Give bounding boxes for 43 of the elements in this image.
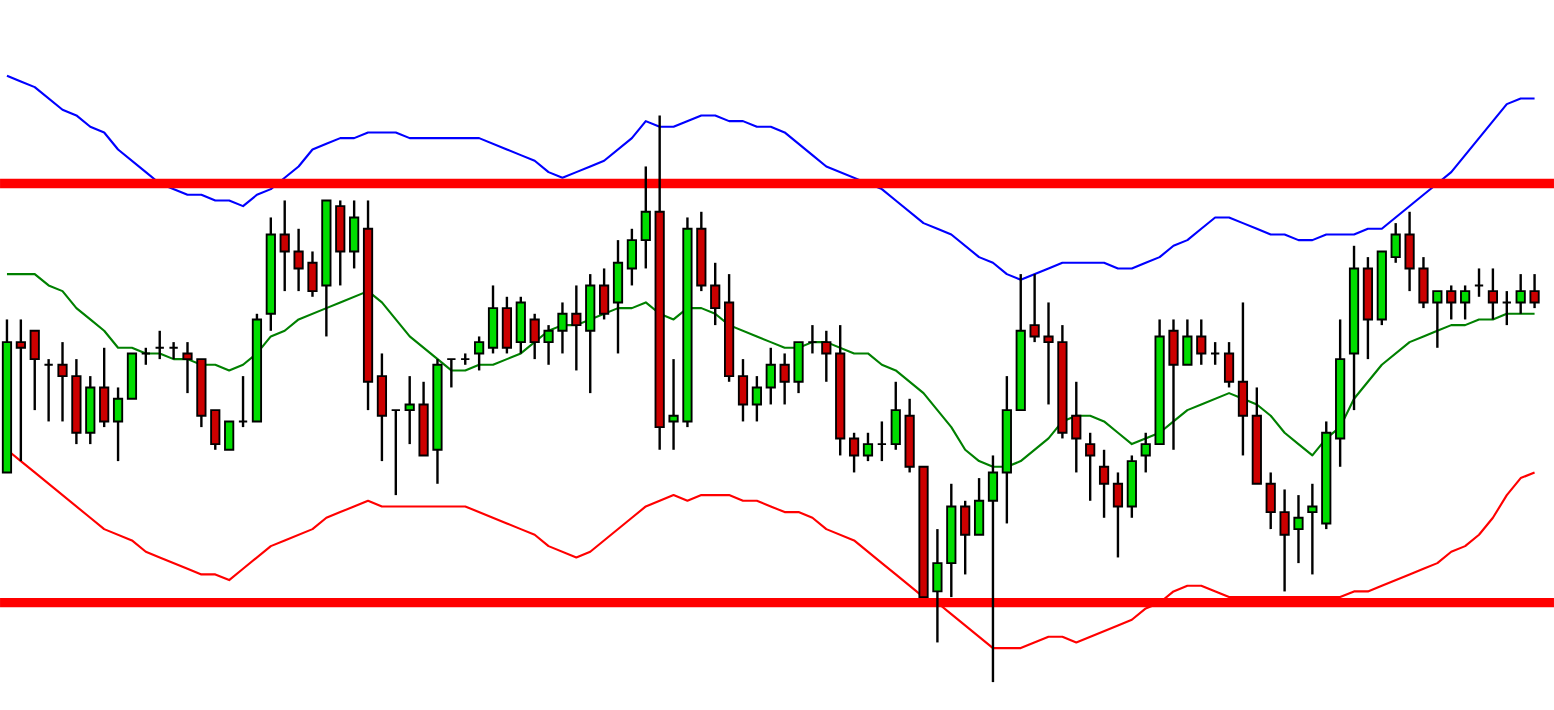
candlestick xyxy=(1460,284,1471,321)
candlestick xyxy=(1237,301,1249,457)
candlestick xyxy=(1196,318,1207,366)
candlestick xyxy=(710,261,721,327)
candlestick xyxy=(612,238,624,355)
candlestick xyxy=(737,357,749,423)
candlestick xyxy=(126,352,138,400)
candlestick xyxy=(501,295,513,355)
candlestick xyxy=(15,318,26,463)
candlestick xyxy=(1446,284,1457,321)
candlestick xyxy=(960,499,971,576)
candlestick xyxy=(987,454,999,684)
candlestick xyxy=(474,335,485,372)
candlestick xyxy=(1223,340,1235,389)
candlestick xyxy=(821,329,832,383)
candlestick xyxy=(29,329,40,412)
candlestick xyxy=(1112,471,1124,559)
candlestick xyxy=(1265,471,1276,531)
candlestick xyxy=(487,284,499,355)
candlestick xyxy=(335,199,346,287)
candlestick xyxy=(626,227,637,287)
candlestick xyxy=(210,408,221,451)
candlestick xyxy=(848,431,860,474)
candlestick xyxy=(585,272,596,395)
candlestick xyxy=(349,199,360,270)
candlestick xyxy=(640,165,651,270)
candlestick xyxy=(112,386,124,463)
candlestick xyxy=(515,295,526,355)
candlestick xyxy=(1085,431,1096,502)
candlestick xyxy=(99,346,110,429)
candlestick xyxy=(862,431,874,463)
candlestick xyxy=(376,352,388,463)
candlestick xyxy=(1140,431,1151,474)
candlestick xyxy=(890,380,901,451)
candlestick xyxy=(1307,482,1318,576)
candlestick xyxy=(599,267,610,321)
candlestick xyxy=(224,420,235,451)
candlestick xyxy=(1126,454,1137,519)
candlestick xyxy=(765,346,776,406)
candlestick xyxy=(1487,267,1499,321)
candlestick xyxy=(1098,448,1110,519)
candlestick xyxy=(973,476,985,536)
candlestick xyxy=(751,374,762,423)
